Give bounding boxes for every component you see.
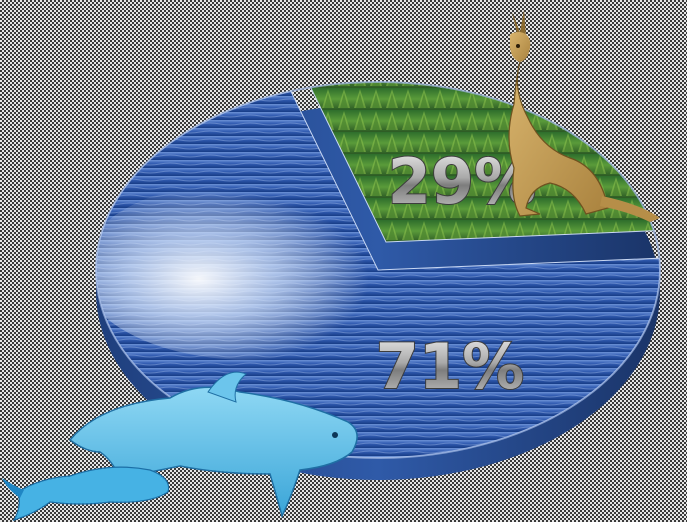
kangaroo-icon — [508, 10, 660, 222]
dolphin-icon — [2, 371, 358, 522]
wave-foam — [96, 180, 420, 360]
pie-outline — [95, 81, 661, 459]
slice-label-ocean-wave: 71% — [376, 330, 524, 403]
